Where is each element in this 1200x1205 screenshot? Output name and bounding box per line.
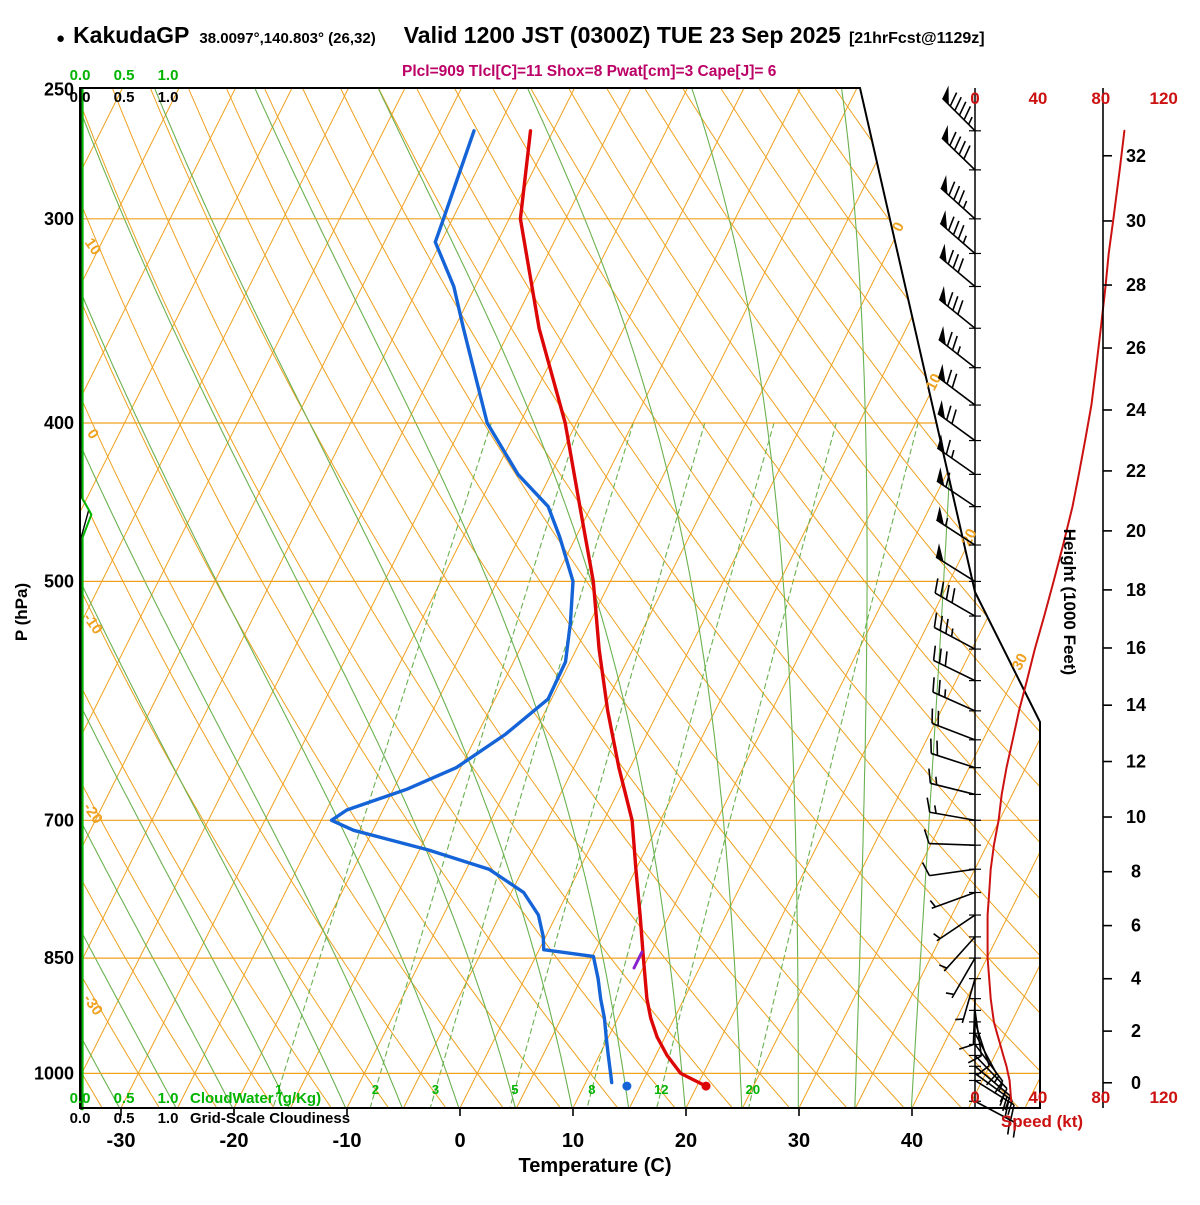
speed-tick-label: 120: [1150, 89, 1178, 108]
isotherm-label: 0: [889, 219, 908, 234]
scale-tick: 0.5: [106, 1090, 142, 1107]
scale-tick: 0.5: [106, 67, 142, 84]
cloudiness-scale-bottom: 0.0 0.5 1.0: [62, 1110, 186, 1127]
cloudwater-scale-bottom: 0.0 0.5 1.0: [62, 1090, 186, 1107]
dewpoint-curve: [332, 131, 612, 1083]
height-tick-label: 2: [1131, 1021, 1141, 1041]
temperature-tick-label: 0: [454, 1130, 465, 1152]
height-axis-title: Height (1000 Feet): [1059, 512, 1079, 692]
scale-tick: 0.0: [62, 67, 98, 84]
temperature-tick-label: 10: [562, 1130, 584, 1152]
pressure-tick-label: 1000: [34, 1063, 74, 1083]
mixing-ratio-label: 12: [654, 1082, 668, 1097]
height-tick-label: 0: [1131, 1073, 1141, 1093]
dry-adiabat-label: 0: [83, 426, 102, 443]
mixing-ratio-label: 5: [511, 1082, 518, 1097]
height-tick-label: 22: [1126, 461, 1146, 481]
pressure-tick-label: 400: [44, 413, 74, 433]
scale-tick: 0.0: [62, 1090, 98, 1107]
pressure-tick-label: 850: [44, 948, 74, 968]
speed-tick-label: 0: [970, 89, 979, 108]
dry-adiabat-label: 10: [81, 235, 104, 258]
height-tick-label: 28: [1126, 275, 1146, 295]
valid-time: Valid 1200 JST (0300Z) TUE 23 Sep 2025: [404, 22, 841, 49]
speed-axis-title: Speed (kt): [987, 1112, 1097, 1132]
height-tick-label: 4: [1131, 969, 1141, 989]
height-tick-label: 12: [1126, 752, 1146, 772]
height-tick-label: 24: [1126, 400, 1146, 420]
cloudiness-label: Grid-Scale Cloudiness: [190, 1110, 350, 1127]
scale-tick: 0.5: [106, 1110, 142, 1127]
height-tick-label: 8: [1131, 862, 1141, 882]
cloudwater-label: CloudWater (g/Kg): [190, 1090, 321, 1107]
height-tick-label: 20: [1126, 521, 1146, 541]
height-tick-label: 30: [1126, 211, 1146, 231]
height-tick-label: 18: [1126, 580, 1146, 600]
temperature-tick-label: -10: [333, 1130, 362, 1152]
cloudiness-scale-top: 0.0 0.5 1.0: [62, 89, 186, 106]
cloudwater-scale-top: 0.0 0.5 1.0: [62, 67, 186, 84]
height-tick-label: 10: [1126, 807, 1146, 827]
speed-tick-label: 40: [1028, 1088, 1047, 1107]
scale-tick: 0.0: [62, 89, 98, 106]
temperature-tick-label: 20: [675, 1130, 697, 1152]
mixing-ratio-label: 20: [746, 1082, 760, 1097]
temperature-tick-label: -20: [220, 1130, 249, 1152]
title-bar: ● KakudaGP 38.0097°,140.803° (26,32) Val…: [56, 22, 985, 49]
pressure-tick-label: 300: [44, 209, 74, 229]
station-bullet-icon: ●: [56, 30, 65, 47]
temperature-curve: [520, 131, 706, 1086]
isotherm-label: 30: [1009, 651, 1032, 674]
pressure-tick-label: 700: [44, 810, 74, 830]
grid-lines: [0, 88, 1200, 1109]
scale-tick: 1.0: [150, 67, 186, 84]
temperature-tick-label: 40: [901, 1130, 923, 1152]
plot-frame: [80, 88, 1040, 1108]
speed-curve: [988, 131, 1125, 1102]
speed-tick-label: 80: [1091, 89, 1110, 108]
surface-temp-dot: [701, 1082, 710, 1091]
temperature-tick-label: 30: [788, 1130, 810, 1152]
speed-tick-label: 0: [970, 1088, 979, 1107]
mixing-ratio-label: 2: [372, 1082, 379, 1097]
wetbulb-marker: [634, 952, 642, 968]
surface-dewpoint-dot: [622, 1082, 631, 1091]
temperature-tick-label: -30: [107, 1130, 136, 1152]
temperature-axis-title: Temperature (C): [450, 1155, 740, 1178]
forecast-hour: [21hrFcst@1129z]: [849, 30, 985, 48]
speed-tick-label: 120: [1150, 1088, 1178, 1107]
scale-tick: 1.0: [150, 1110, 186, 1127]
height-tick-label: 32: [1126, 146, 1146, 166]
mixing-ratio-label: 8: [588, 1082, 595, 1097]
pressure-axis-title: P (hPa): [12, 552, 32, 672]
stability-params: Plcl=909 Tlcl[C]=11 Shox=8 Pwat[cm]=3 Ca…: [402, 63, 776, 81]
pressure-tick-label: 500: [44, 571, 74, 591]
station-name: KakudaGP: [73, 22, 189, 49]
height-tick-label: 6: [1131, 916, 1141, 936]
scale-tick: 1.0: [150, 1090, 186, 1107]
speed-tick-label: 80: [1091, 1088, 1110, 1107]
mixing-ratio-label: 3: [432, 1082, 439, 1097]
height-tick-label: 16: [1126, 638, 1146, 658]
height-tick-label: 26: [1126, 338, 1146, 358]
speed-tick-label: 40: [1028, 89, 1047, 108]
scale-tick: 1.0: [150, 89, 186, 106]
scale-tick: 0.5: [106, 89, 142, 106]
station-coords: 38.0097°,140.803° (26,32): [199, 30, 375, 47]
scale-tick: 0.0: [62, 1110, 98, 1127]
height-tick-label: 14: [1126, 695, 1146, 715]
